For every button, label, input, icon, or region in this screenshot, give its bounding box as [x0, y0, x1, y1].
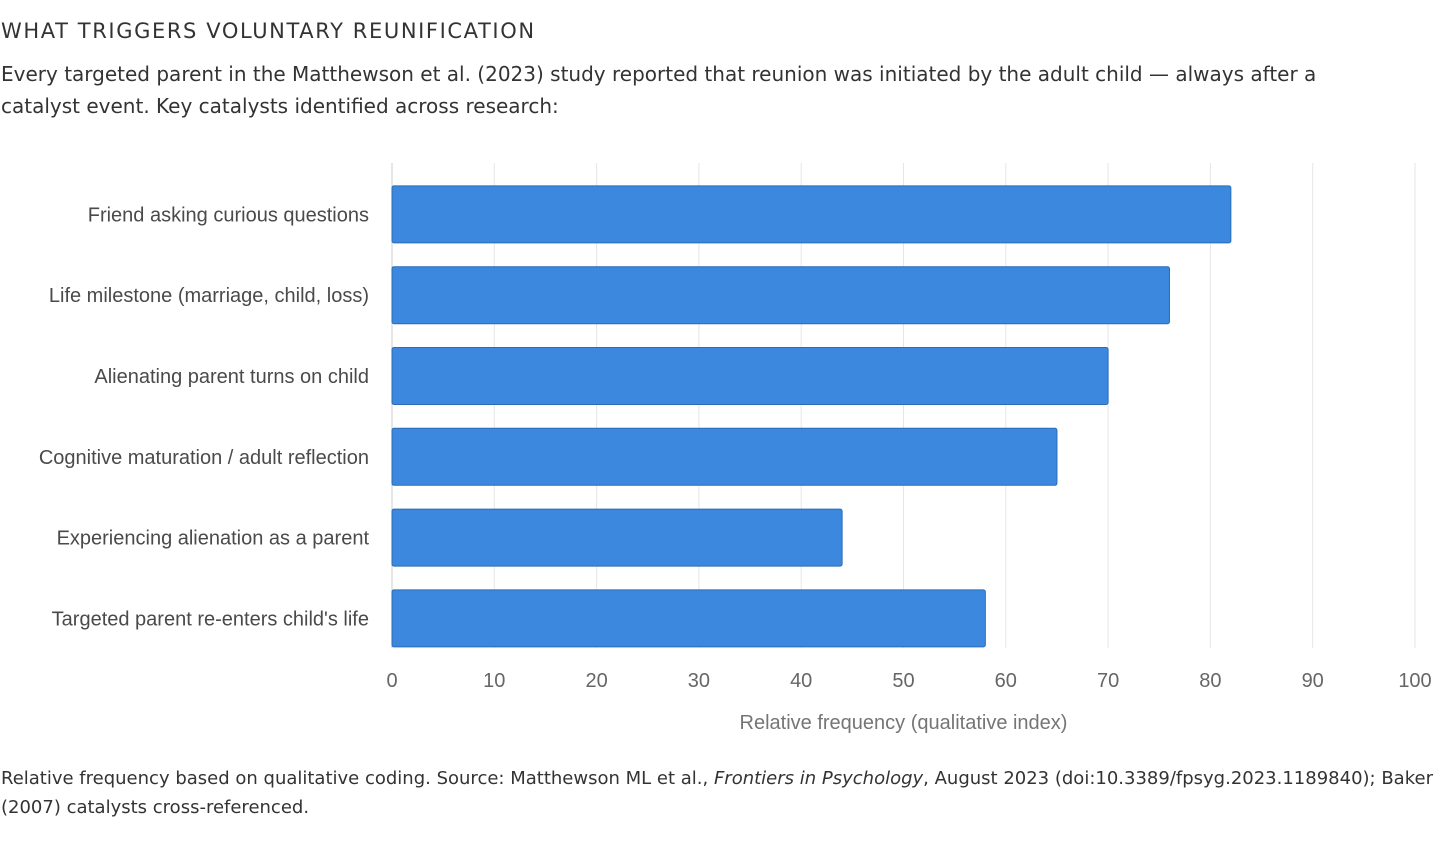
- bars: [391, 185, 1232, 648]
- intro-text: Every targeted parent in the Matthewson …: [1, 62, 1317, 118]
- x-tick-label: 20: [585, 670, 607, 692]
- caption-lead: Relative frequency based on qualitative …: [1, 768, 714, 789]
- x-tick-label: 10: [483, 670, 505, 692]
- category-label: Experiencing alienation as a parent: [57, 528, 370, 550]
- bar-chart: Friend asking curious questions Life mile…: [39, 163, 1432, 734]
- bar: [391, 347, 1109, 405]
- source-caption: Relative frequency based on qualitative …: [1, 764, 1439, 822]
- bar: [391, 185, 1232, 244]
- x-tick-label: 80: [1199, 670, 1221, 692]
- x-tick-label: 60: [995, 670, 1017, 692]
- category-label: Alienating parent turns on child: [94, 366, 369, 388]
- chart-heading: WHAT TRIGGERS VOLUNTARY REUNIFICATION: [1, 19, 536, 43]
- x-tick-label: 90: [1302, 670, 1324, 692]
- x-tick-label: 30: [688, 670, 710, 692]
- bar: [391, 266, 1170, 325]
- x-tick-labels: 0 10 20 30 40 50 60 70 80 90 100: [386, 670, 1431, 692]
- x-tick-label: 0: [386, 670, 397, 692]
- x-tick-label: 100: [1398, 670, 1431, 692]
- bar: [391, 508, 843, 567]
- x-tick-label: 50: [892, 670, 914, 692]
- category-label: Friend asking curious questions: [88, 204, 369, 226]
- category-label: Cognitive maturation / adult reflection: [39, 447, 369, 469]
- journal-name: Frontiers in Psychology: [713, 768, 924, 789]
- grid-lines: [391, 163, 1416, 648]
- x-tick-label: 40: [790, 670, 812, 692]
- x-axis-title: Relative frequency (qualitative index): [740, 712, 1068, 734]
- caption-tail: , August 2023 (doi:10.3389/fpsyg.2023.11…: [1, 768, 1433, 818]
- bar: [391, 589, 986, 648]
- category-label: Targeted parent re-enters child's life: [52, 608, 369, 630]
- x-tick-label: 70: [1097, 670, 1119, 692]
- category-labels: Friend asking curious questions Life mile…: [39, 204, 370, 630]
- category-label: Life milestone (marriage, child, loss): [49, 285, 369, 307]
- bar: [391, 427, 1058, 486]
